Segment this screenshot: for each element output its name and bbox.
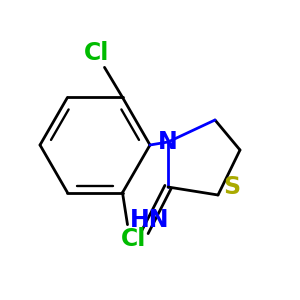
Text: N: N [158, 130, 178, 154]
Text: S: S [224, 175, 241, 199]
Text: Cl: Cl [84, 41, 109, 65]
Text: Cl: Cl [121, 226, 146, 250]
Text: HN: HN [130, 208, 170, 232]
